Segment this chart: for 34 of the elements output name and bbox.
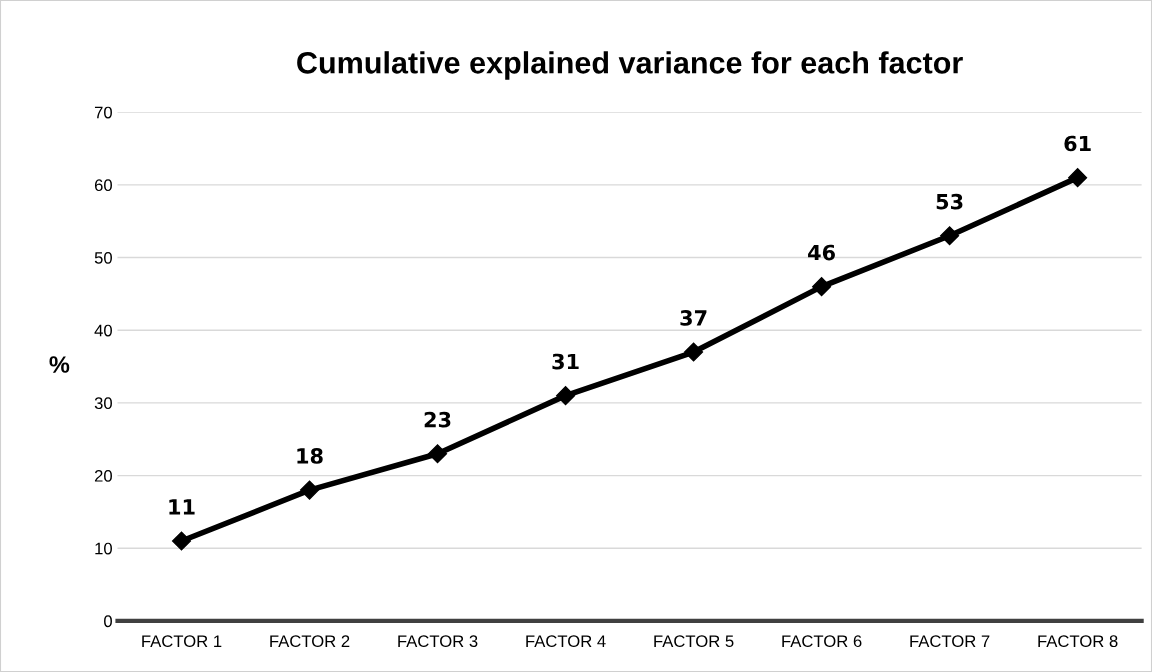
data-label: 61 xyxy=(1064,135,1091,152)
point xyxy=(428,444,448,464)
x-tick-label: FACTOR 7 xyxy=(910,635,990,648)
y-axis-title: % xyxy=(49,356,70,373)
y-tick-label: 40 xyxy=(94,324,112,337)
x-tick-label: FACTOR 8 xyxy=(1038,635,1118,648)
x-tick-label: FACTOR 2 xyxy=(270,635,350,648)
x-tick-label: FACTOR 3 xyxy=(398,635,478,648)
y-tick-label: 0 xyxy=(104,615,112,628)
y-tick-label: 60 xyxy=(94,179,112,192)
point xyxy=(684,342,704,362)
x-tick-label: FACTOR 1 xyxy=(142,635,222,648)
data-label: 53 xyxy=(936,193,963,210)
x-tick-label: FACTOR 6 xyxy=(782,635,862,648)
data-label: 23 xyxy=(424,411,451,428)
data-label: 37 xyxy=(680,310,707,326)
x-tick-label: FACTOR 4 xyxy=(526,635,606,648)
point xyxy=(940,226,960,246)
point xyxy=(299,480,320,500)
y-tick-label: 30 xyxy=(94,397,112,410)
point xyxy=(556,386,576,406)
y-tick-label: 20 xyxy=(94,469,112,482)
point xyxy=(1068,168,1088,188)
point xyxy=(171,531,192,551)
data-label: 18 xyxy=(297,448,323,464)
y-tick-label: 10 xyxy=(95,542,112,555)
data-label: 11 xyxy=(169,499,195,515)
data-label: 46 xyxy=(808,244,835,261)
y-tick-label: 50 xyxy=(94,251,112,264)
chart-title: Cumulative explained variance for each factor xyxy=(297,51,963,80)
y-tick-label: 70 xyxy=(94,106,112,119)
x-tick-label: FACTOR 5 xyxy=(654,635,734,648)
data-label: 31 xyxy=(552,353,579,370)
point xyxy=(812,277,832,297)
